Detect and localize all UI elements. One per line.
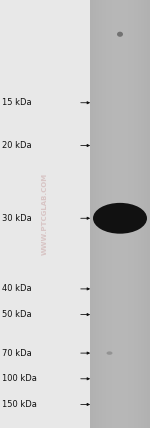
Text: WWW.PTCGLAB.COM: WWW.PTCGLAB.COM xyxy=(42,173,48,255)
Text: 40 kDa: 40 kDa xyxy=(2,284,31,294)
Text: 15 kDa: 15 kDa xyxy=(2,98,31,107)
Text: 20 kDa: 20 kDa xyxy=(2,141,31,150)
Text: 30 kDa: 30 kDa xyxy=(2,214,31,223)
Text: 100 kDa: 100 kDa xyxy=(2,374,36,383)
Ellipse shape xyxy=(93,203,147,234)
Bar xyxy=(90,0,150,428)
Ellipse shape xyxy=(106,351,112,355)
Text: 70 kDa: 70 kDa xyxy=(2,348,31,358)
Ellipse shape xyxy=(117,32,123,37)
Text: 150 kDa: 150 kDa xyxy=(2,400,36,409)
Text: 50 kDa: 50 kDa xyxy=(2,310,31,319)
